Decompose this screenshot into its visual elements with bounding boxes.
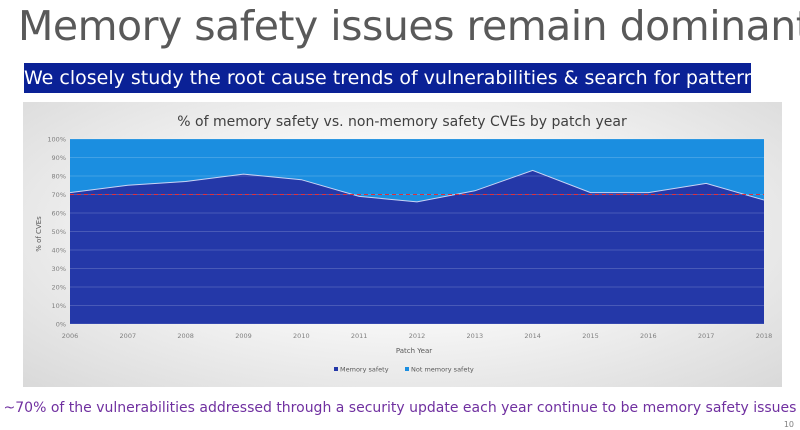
legend-label: Not memory safety <box>411 366 474 374</box>
area-chart: % of memory safety vs. non-memory safety… <box>35 114 773 374</box>
y-tick-label: 30% <box>52 265 66 273</box>
y-axis-label: % of CVEs <box>35 216 43 252</box>
chart-title: % of memory safety vs. non-memory safety… <box>177 114 627 130</box>
y-tick-label: 10% <box>52 302 66 310</box>
y-tick-label: 70% <box>52 191 66 199</box>
slide-title: Memory safety issues remain dominant <box>18 2 800 50</box>
legend-label: Memory safety <box>340 366 389 374</box>
y-tick-label: 80% <box>52 173 66 181</box>
x-tick-label: 2016 <box>640 332 657 340</box>
y-tick-label: 90% <box>52 154 66 162</box>
legend: Memory safety Not memory safety <box>334 366 474 374</box>
x-tick-label: 2017 <box>698 332 715 340</box>
y-tick-label: 20% <box>52 284 66 292</box>
series-line-memory-safety <box>69 169 765 203</box>
footer-note: ~70% of the vulnerabilities addressed th… <box>3 400 797 416</box>
x-tick-label: 2018 <box>756 332 773 340</box>
page-number: 10 <box>783 420 794 429</box>
y-tick-label: 50% <box>52 228 66 236</box>
x-tick-label: 2012 <box>409 332 426 340</box>
subtitle-banner: We closely study the root cause trends o… <box>24 63 766 93</box>
y-tick-label: 60% <box>52 210 66 218</box>
legend-swatch <box>405 367 409 371</box>
x-tick-label: 2006 <box>62 332 79 340</box>
x-tick-label: 2011 <box>351 332 368 340</box>
x-tick-label: 2013 <box>467 332 484 340</box>
x-tick-label: 2008 <box>177 332 194 340</box>
series-area-memory-safety <box>70 170 764 324</box>
x-tick-label: 2015 <box>582 332 599 340</box>
legend-swatch <box>334 367 338 371</box>
x-tick-label: 2007 <box>120 332 137 340</box>
x-tick-label: 2009 <box>235 332 252 340</box>
y-tick-label: 40% <box>52 247 66 255</box>
x-tick-label: 2010 <box>293 332 310 340</box>
x-tick-label: 2014 <box>524 332 541 340</box>
chart-panel: % of memory safety vs. non-memory safety… <box>23 102 782 387</box>
series-area-not-memory-safety <box>70 139 764 202</box>
x-axis-label: Patch Year <box>396 347 432 355</box>
y-tick-label: 0% <box>56 321 66 329</box>
y-tick-label: 100% <box>47 136 66 144</box>
